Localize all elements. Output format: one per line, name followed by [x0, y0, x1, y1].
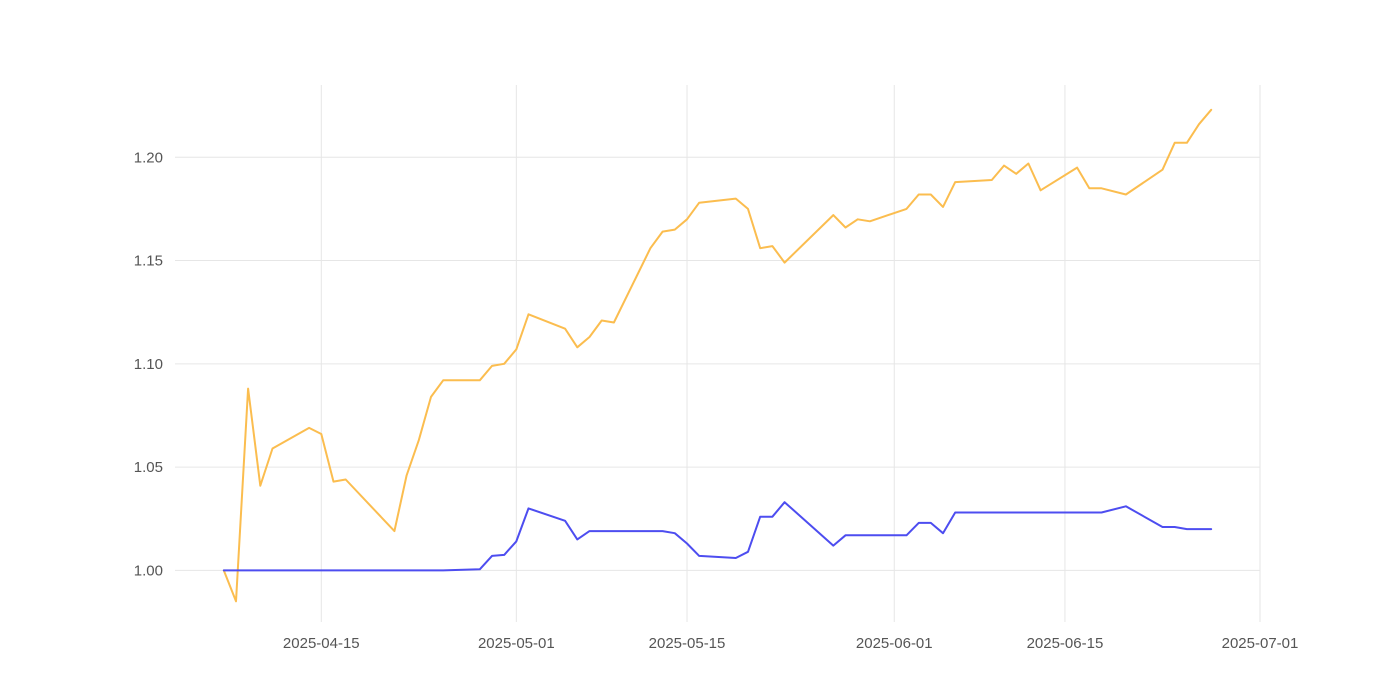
series-line-1 — [222, 108, 1213, 603]
x-tick-label: 2025-05-01 — [478, 635, 555, 652]
y-tick-label: 1.10 — [134, 356, 163, 373]
y-tick-label: 1.05 — [134, 459, 163, 476]
x-tick-label: 2025-04-15 — [283, 635, 360, 652]
x-tick-label: 2025-06-01 — [856, 635, 933, 652]
x-tick-labels: 2025-04-15 2025-05-01 2025-05-15 2025-06-01… — [283, 635, 1298, 652]
x-tick-label: 2025-05-15 — [649, 635, 726, 652]
y-tick-label: 1.00 — [134, 562, 163, 579]
x-tick-label: 2025-06-15 — [1027, 635, 1104, 652]
y-tick-label: 1.20 — [134, 149, 163, 166]
series-layer — [222, 108, 1213, 603]
y-tick-labels: 1.00 1.05 1.10 1.15 1.20 — [134, 149, 163, 579]
series-line-2 — [222, 501, 1213, 572]
x-gridlines — [320, 85, 1261, 622]
y-gridlines — [175, 156, 1260, 571]
y-tick-label: 1.15 — [134, 253, 163, 270]
x-tick-label: 2025-07-01 — [1222, 635, 1299, 652]
